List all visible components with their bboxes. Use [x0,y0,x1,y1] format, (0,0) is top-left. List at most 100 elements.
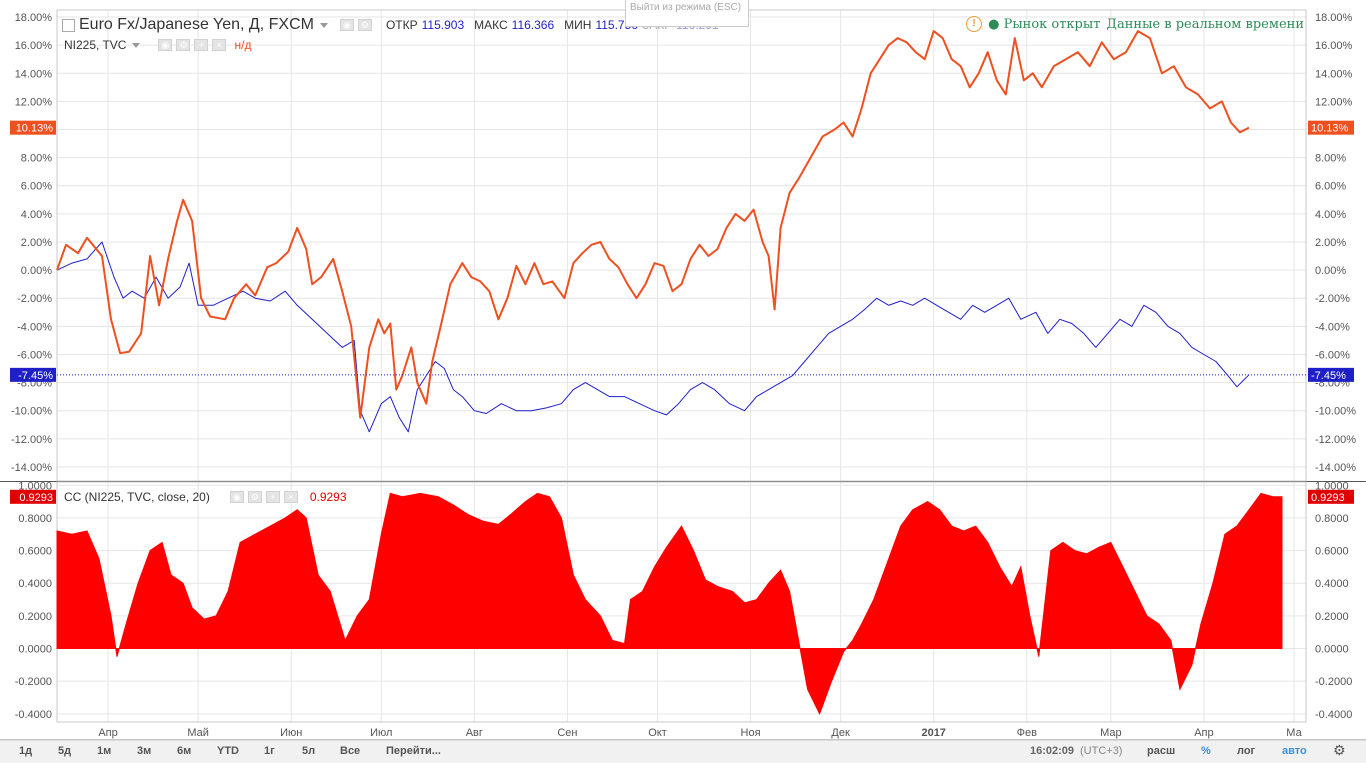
eurjpy-last-value-right-bg [1308,120,1354,135]
y-tick-label-left: 14.00% [15,68,53,80]
cc-area [56,492,1283,716]
axis-layer: Апр Май Июн Июл Авг Сен Окт Ноя Дек 2017 Фев Мар Апр… [11,12,1356,739]
y-tick-label-right: 0.8000 [1315,513,1349,525]
warning-icon[interactable]: ! [966,16,983,32]
ni225-last-value-left: -7.45% [18,370,53,382]
y-tick-label-right: -10.00% [1315,406,1356,418]
range-all-button[interactable]: Все [340,745,361,757]
y-tick-label-right: 18.00% [1315,12,1353,24]
y-tick-label-left: 12.00% [15,96,53,108]
y-tick-label-left: 8.00% [21,153,52,165]
visibility-icon[interactable]: ◉ [158,39,173,51]
grid-layer [57,10,1306,722]
y-tick-label-left: 1.0000 [18,480,52,492]
y-tick-label-right: -0.2000 [1315,676,1352,688]
y-tick-label-right: -6.00% [1315,349,1350,361]
range-ytd-button[interactable]: YTD [217,745,239,757]
cc-last-value-right: 0.9293 [1311,492,1345,504]
y-tick-label-right: 0.2000 [1315,611,1349,623]
collapse-icon[interactable] [62,18,75,32]
x-tick-label: Май [187,727,209,739]
gear-icon[interactable]: ⚙ [1333,742,1346,758]
x-tick-label: Апр [1194,727,1213,739]
x-tick-label: Авг [466,727,483,739]
y-tick-label-right: -2.00% [1315,293,1350,305]
visibility-icon[interactable]: ◉ [229,491,244,503]
add-icon[interactable]: + [265,491,280,503]
compare-symbol[interactable]: NI225, TVC [64,38,127,52]
range-3m-button[interactable]: 3м [137,745,152,757]
range-6m-button[interactable]: 6м [177,745,192,757]
main-legend: Euro Fx/Japanese Yen, Д, FXCM ◉ ⚙ ОТКР 1… [62,16,719,34]
open-value: 115.903 [421,18,465,32]
extended-hours-toggle[interactable]: расш [1147,745,1176,757]
x-tick-label: 2017 [921,727,945,739]
y-tick-label-left: -0.2000 [15,676,52,688]
range-1m-button[interactable]: 1м [97,745,112,757]
range-5d-button[interactable]: 5д [58,745,72,757]
y-tick-label-right: -12.00% [1315,434,1356,446]
y-tick-label-left: -4.00% [17,321,52,333]
auto-scale-toggle[interactable]: авто [1282,745,1307,757]
y-tick-label-left: 18.00% [15,12,53,24]
y-tick-label-left: 0.4000 [18,578,52,590]
visibility-icon[interactable]: ◉ [339,19,354,31]
high-value: 116.366 [511,18,555,32]
log-scale-toggle[interactable]: лог [1237,745,1256,757]
y-tick-label-left: -0.4000 [15,709,52,721]
y-tick-label-left: -6.00% [17,349,52,361]
range-1y-button[interactable]: 1г [264,745,275,757]
close-icon[interactable]: × [212,39,227,51]
clock-timezone[interactable]: (UTC+3) [1080,745,1123,757]
eurjpy-line [56,30,1250,419]
y-tick-label-left: 2.00% [21,237,52,249]
chevron-down-icon[interactable] [319,22,328,28]
market-open-text: ● Рынок открыт [988,16,1101,32]
percent-scale-toggle[interactable]: % [1201,745,1211,757]
add-icon[interactable]: + [194,39,209,51]
y-tick-label-right: 14.00% [1315,68,1353,80]
symbol-title[interactable]: Euro Fx/Japanese Yen, Д, FXCM [79,16,314,33]
label-layer: 10.13% 10.13% -7.45% -7.45% 0.9293 0.9293 [10,120,1354,504]
x-tick-label: Ноя [741,727,761,739]
y-tick-label-left: 6.00% [21,181,52,193]
cc-last-value-left-bg [10,489,56,504]
y-tick-label-right: 6.00% [1315,181,1346,193]
y-tick-label-right: 12.00% [1315,96,1353,108]
indicator-legend: CC (NI225, TVC, close, 20) ◉ ⚙ + × 0.929… [64,490,347,504]
eurjpy-last-value-left-bg [10,120,56,135]
x-tick-label: Июн [280,727,302,739]
ni225-last-value-right-bg [1308,367,1354,382]
x-tick-label: Июл [370,727,392,739]
cc-area-layer [56,492,1283,716]
y-tick-label-left: 0.2000 [18,611,52,623]
y-tick-label-right: -14.00% [1315,462,1356,474]
close-icon[interactable]: × [283,491,298,503]
goto-button[interactable]: Перейти... [386,745,441,757]
y-tick-label-left: 0.6000 [18,546,52,558]
clock-time: 16:02:09 [1030,745,1075,757]
settings-icon[interactable]: ⚙ [357,19,372,31]
x-tick-label: Сен [557,727,577,739]
bottom-toolbar: 1д 5д 1м 3м 6м YTD 1г 5л Все Перейти... … [0,740,1366,763]
range-5y-button[interactable]: 5л [302,745,316,757]
y-tick-label-right: 1.0000 [1315,480,1349,492]
y-tick-label-left: 16.00% [15,40,53,52]
y-tick-label-right: 2.00% [1315,237,1346,249]
compare-legend: NI225, TVC ◉ ⚙ + × н/д [64,38,251,52]
realtime-text: Данные в реальном времени [1106,16,1304,32]
y-tick-label-left: -14.00% [11,462,52,474]
range-1d-button[interactable]: 1д [19,745,33,757]
indicator-title[interactable]: CC (NI225, TVC, close, 20) [64,490,210,504]
high-label: МАКС [474,18,508,32]
settings-icon[interactable]: ⚙ [176,39,191,51]
eurjpy-last-value-left: 10.13% [16,123,54,135]
x-tick-label: Дек [831,727,850,739]
indicator-value: 0.9293 [309,490,347,504]
settings-icon[interactable]: ⚙ [247,491,262,503]
y-tick-label-left: 0.0000 [18,644,52,656]
x-tick-label: Апр [98,727,117,739]
chevron-down-icon[interactable] [132,42,141,48]
y-tick-label-left: -2.00% [17,293,52,305]
